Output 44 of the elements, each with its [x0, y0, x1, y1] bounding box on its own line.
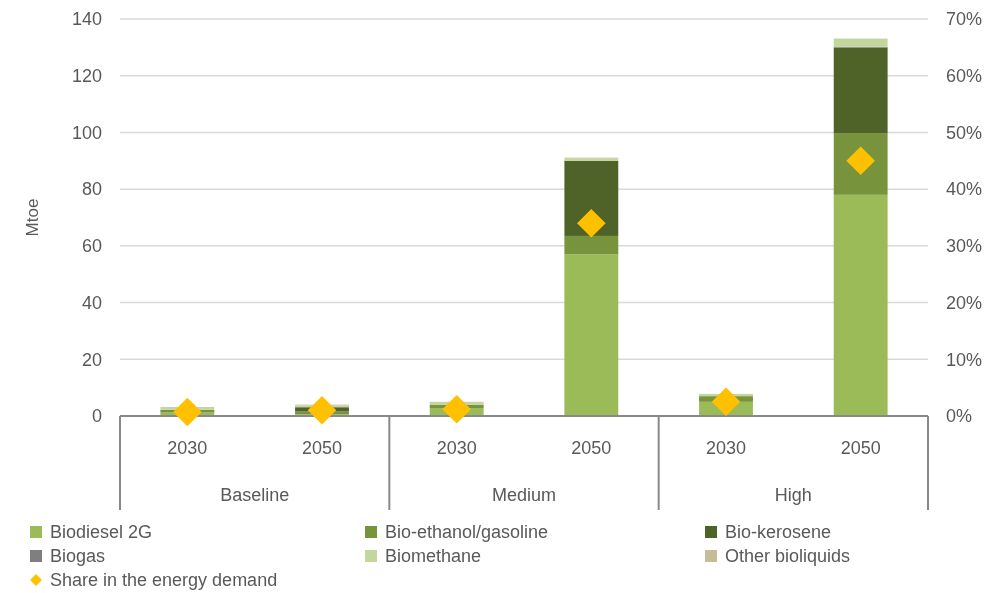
- y2-tick-label: 60%: [946, 66, 983, 87]
- x-tick-label: 2030: [705, 438, 747, 458]
- bar: [564, 160, 619, 236]
- y2-tick-label: 40%: [946, 179, 983, 200]
- text: High: [774, 485, 812, 505]
- point: [307, 396, 337, 425]
- y2-tick-label: 10%: [946, 349, 983, 370]
- y-tick-label: 20: [81, 349, 102, 370]
- bar: [564, 235, 619, 255]
- y2-tick-label: 20%: [946, 292, 983, 313]
- bar: [833, 38, 888, 47]
- bar: [833, 194, 888, 416]
- bar: [564, 254, 619, 416]
- y-tick-label: 140: [71, 9, 102, 30]
- y-axis-title: Mtoe: [23, 198, 42, 237]
- legend-label: Biodiesel 2G: [50, 522, 153, 543]
- legend-label: Bio-kerosene: [725, 522, 832, 543]
- y2-tick-label: 0%: [946, 406, 973, 427]
- x-tick-label: 2050: [571, 438, 612, 458]
- y2-tick-label: 30%: [946, 236, 983, 257]
- x-tick-label: 2050: [301, 438, 343, 458]
- legend-label: Share in the energy demand: [50, 570, 278, 591]
- legend-label: Biogas: [50, 546, 106, 567]
- x-tick-label: 2050: [840, 438, 881, 458]
- y-tick-label: 120: [71, 66, 102, 87]
- text: Medium: [491, 485, 557, 505]
- legend-label: Bio-ethanol/gasoline: [385, 522, 549, 543]
- y2-tick-label: 70%: [946, 9, 983, 30]
- x-tick-label: 2030: [436, 438, 477, 458]
- x-tick-label: 2030: [167, 438, 208, 458]
- bar: [833, 47, 888, 134]
- y2-tick-label: 50%: [946, 122, 983, 143]
- point: [173, 397, 202, 427]
- y-tick-label: 0: [91, 406, 102, 427]
- point: [442, 394, 471, 424]
- y-tick-label: 40: [81, 292, 102, 313]
- point: [711, 387, 741, 417]
- legend-label: Biomethane: [385, 546, 482, 567]
- text: Baseline: [220, 485, 290, 505]
- legend-label: Other bioliquids: [725, 546, 851, 567]
- y-tick-label: 80: [81, 179, 102, 200]
- y-tick-label: 100: [71, 122, 102, 143]
- y-tick-label: 60: [81, 236, 102, 257]
- point: [577, 208, 606, 238]
